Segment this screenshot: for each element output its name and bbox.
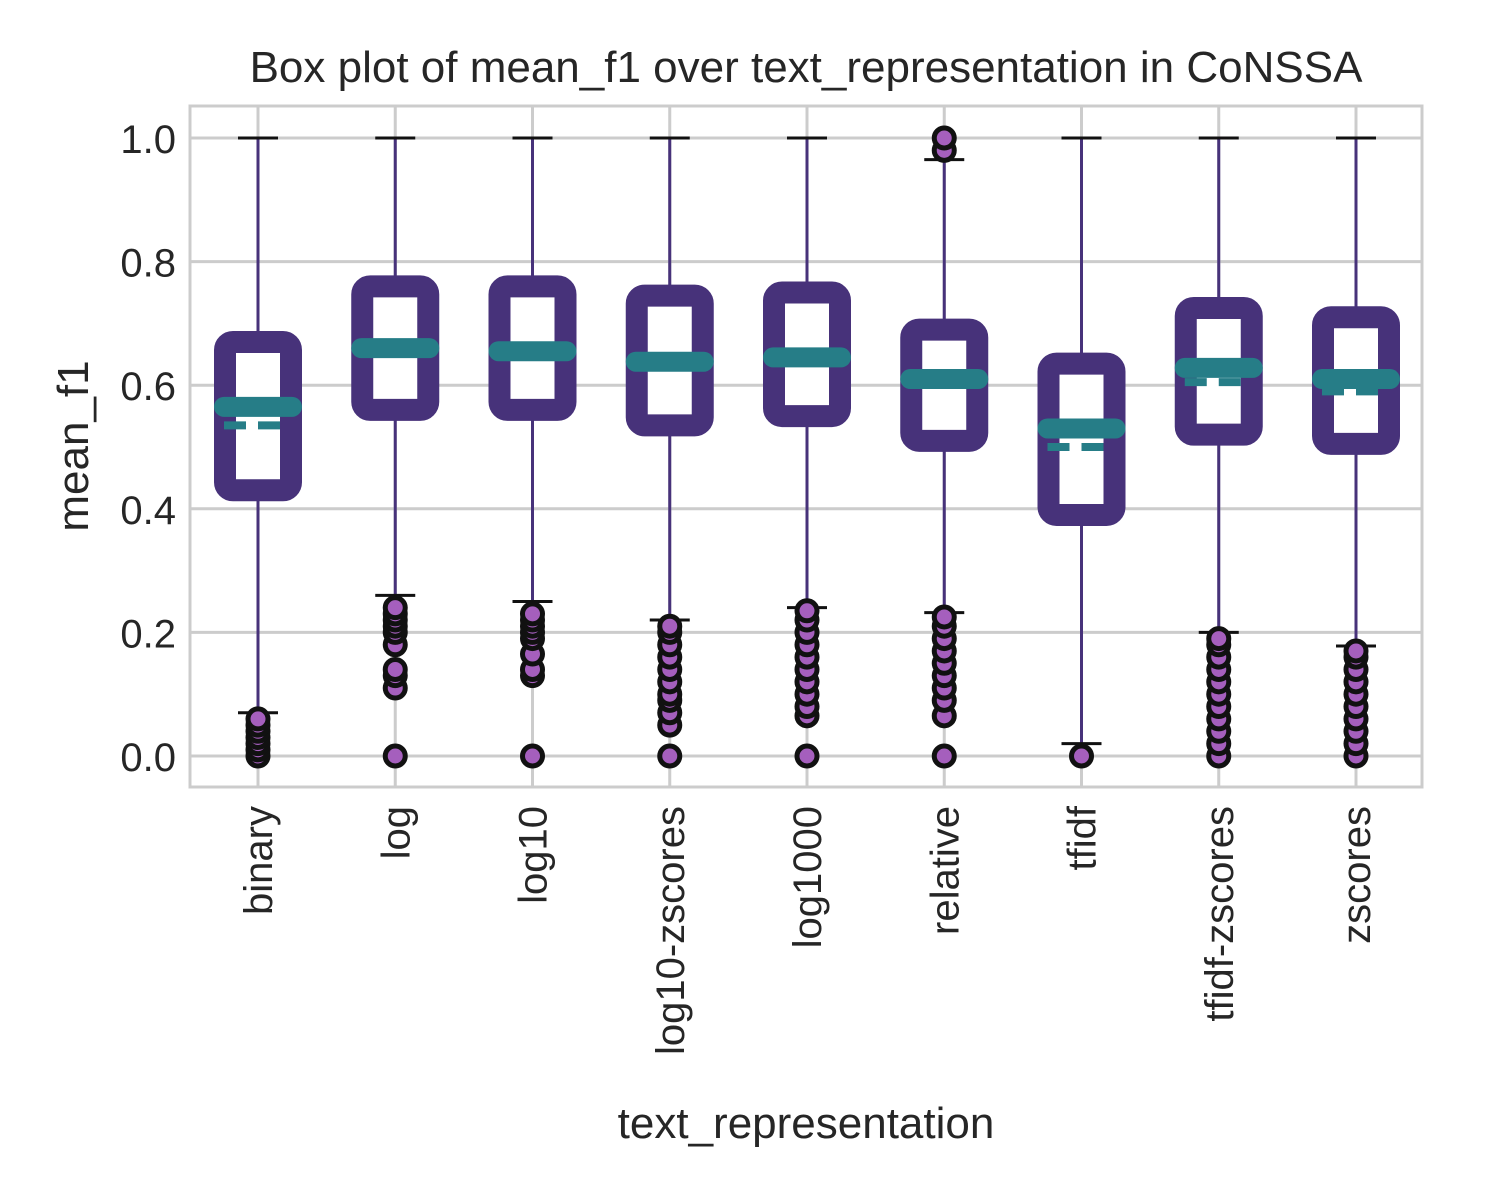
x-tick-label: log10 [512,806,556,904]
outlier-point [794,743,820,769]
plot-frame [188,104,1424,789]
x-tick-label: log [374,806,418,859]
y-tick-label: 0.8 [120,242,176,286]
box-tfidf [1037,136,1126,769]
y-axis-ticks: 0.0 0.2 0.4 0.6 0.8 1.0 [120,118,176,780]
outlier-point [382,743,408,769]
y-tick-label: 0.0 [120,736,176,780]
outlier-point [931,743,957,769]
outlier-point [794,598,820,624]
box-zscores [1312,136,1400,769]
x-axis-ticks: binary log log10 log10-zscores log1000 relati… [237,805,1379,1055]
y-tick-label: 0.2 [120,612,176,656]
y-tick-label: 1.0 [120,118,176,162]
box-tfidf-zscores [1174,136,1263,769]
box-log [351,136,440,769]
outlier-point [382,595,408,621]
outlier-point [931,604,957,630]
x-tick-label: tfidf-zscores [1198,806,1242,1022]
box-layer [214,125,1400,769]
x-tick-label: relative [923,806,967,935]
box-log10-zscores [625,136,714,769]
y-tick-label: 0.6 [120,365,176,409]
box-binary [214,136,302,769]
box-relative [900,125,989,769]
box-body [1037,352,1126,526]
outlier-point [1069,743,1094,769]
x-tick-label: binary [237,806,281,915]
x-tick-label: tfidf [1061,805,1105,870]
x-axis-label: text_representation [618,1099,995,1148]
outlier-point [931,125,957,151]
outlier-point [382,656,408,682]
outlier-point [520,601,545,627]
x-tick-label: log1000 [786,806,830,948]
outlier-point [1343,638,1369,664]
outlier-point [245,706,271,732]
outlier-point [657,743,683,769]
outlier-point [520,743,545,769]
x-tick-label: zscores [1335,806,1379,944]
outlier-point [657,613,683,639]
chart-title: Box plot of mean_f1 over text_representa… [250,43,1364,92]
box-log10 [488,136,577,769]
outlier-point [1206,626,1232,652]
y-tick-label: 0.4 [120,489,176,533]
y-axis-label: mean_f1 [49,360,98,531]
box-log1000 [763,136,851,769]
x-tick-label: log10-zscores [649,806,693,1055]
